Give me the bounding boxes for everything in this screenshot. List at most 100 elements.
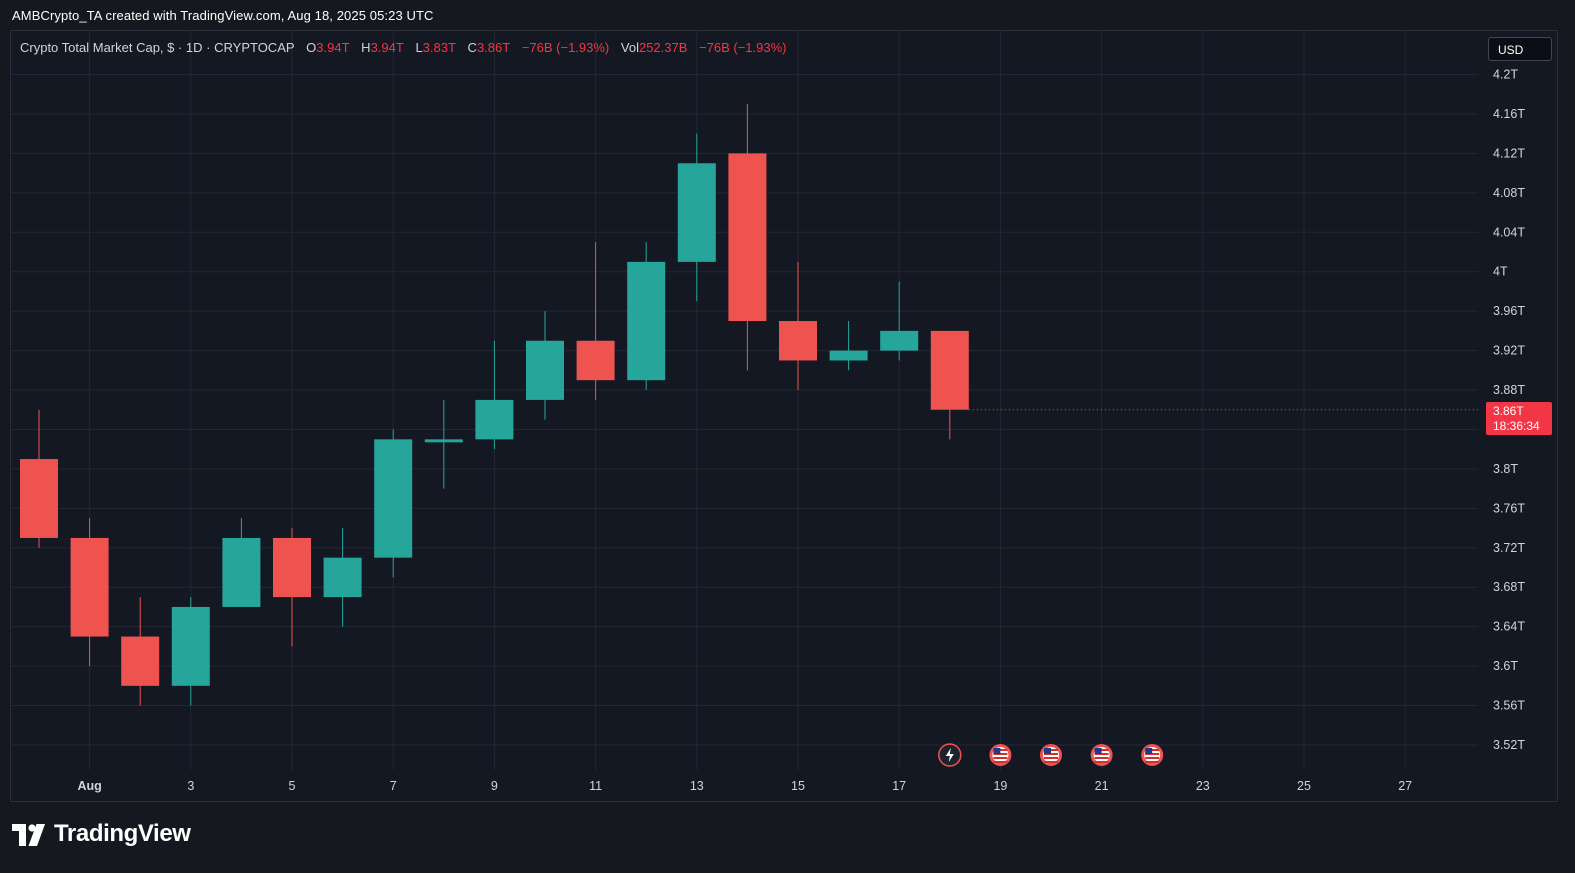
candle-body — [323, 557, 362, 598]
time-tick-label: 23 — [1196, 779, 1210, 793]
candle-body — [880, 330, 919, 351]
chart-legend: Crypto Total Market Cap, $ · 1D · CRYPTO… — [20, 40, 786, 55]
price-tick-label: 3.72T — [1493, 541, 1525, 555]
candle-body — [424, 439, 463, 443]
candle — [880, 281, 919, 361]
candle — [424, 399, 463, 489]
price-tick-label: 3.6T — [1493, 659, 1518, 673]
candle — [323, 528, 362, 627]
candle — [829, 321, 868, 371]
candle-body — [829, 350, 868, 361]
candle — [121, 597, 160, 706]
price-tick-label: 4.04T — [1493, 225, 1525, 239]
candle — [728, 104, 767, 371]
legend-low-label: L — [415, 40, 423, 55]
last-price-tag: 3.86T 18:36:34 — [1486, 402, 1552, 435]
candle-body — [930, 330, 969, 410]
bar-countdown: 18:36:34 — [1493, 419, 1540, 433]
price-tick-label: 4T — [1493, 265, 1508, 279]
price-tick-label: 4.2T — [1493, 68, 1518, 82]
price-tick-label: 4.12T — [1493, 146, 1525, 160]
chart-area[interactable] — [10, 30, 1558, 802]
candle — [930, 330, 969, 440]
time-tick-label: 5 — [289, 779, 296, 793]
candle-body — [70, 537, 109, 637]
legend-high-value: 3.94T — [370, 40, 404, 55]
time-tick-label: 27 — [1398, 779, 1412, 793]
candle-body — [526, 340, 564, 400]
candle — [273, 528, 311, 647]
time-tick-label: 21 — [1095, 779, 1109, 793]
legend-vol-label: Vol — [620, 40, 639, 55]
legend-vol-value: 252.37B — [638, 40, 688, 55]
us-flag-icon[interactable] — [1090, 744, 1113, 766]
candle-body — [627, 261, 666, 381]
price-tick-label: 3.56T — [1493, 699, 1525, 713]
candle-body — [677, 163, 716, 262]
candle-body — [222, 537, 261, 607]
candle — [222, 518, 261, 607]
legend-symbol[interactable]: Crypto Total Market Cap, $ · 1D · CRYPTO… — [20, 40, 295, 55]
brand-name: TradingView — [54, 820, 191, 847]
time-tick-label: 9 — [491, 779, 498, 793]
candle — [526, 311, 564, 420]
price-tick-label: 3.92T — [1493, 344, 1525, 358]
price-tick-label: 3.52T — [1493, 738, 1525, 752]
candle-body — [475, 399, 514, 440]
candles — [20, 104, 969, 706]
time-tick-label: 13 — [690, 779, 704, 793]
legend-open-label: O — [306, 40, 317, 55]
time-tick-label: Aug — [77, 779, 101, 793]
last-price: 3.86T — [1493, 404, 1524, 418]
price-tick-label: 3.8T — [1493, 462, 1518, 476]
us-flag-icon[interactable] — [1141, 744, 1164, 766]
time-tick-label: 3 — [187, 779, 194, 793]
candle — [677, 133, 716, 302]
candle-body — [576, 340, 615, 381]
legend-open-value: 3.94T — [316, 40, 350, 55]
legend-high-label: H — [361, 40, 371, 55]
event-markers — [938, 743, 1164, 767]
candle — [70, 518, 109, 667]
candle-body — [171, 606, 210, 686]
chart-credit: AMBCrypto_TA created with TradingView.co… — [12, 8, 434, 23]
legend-close-value: 3.86T — [476, 40, 511, 55]
time-tick-label: 19 — [993, 779, 1007, 793]
price-tick-label: 3.68T — [1493, 580, 1525, 594]
legend-close-label: C — [467, 40, 477, 55]
time-tick-label: 25 — [1297, 779, 1311, 793]
price-tick-label: 3.76T — [1493, 501, 1525, 515]
currency-button[interactable]: USD — [1488, 37, 1552, 61]
candle — [475, 340, 514, 450]
candle — [576, 242, 615, 400]
time-axis: Aug 3 5 7 9 11 13 15 17 19 21 23 25 27 — [77, 779, 1412, 793]
price-tick-label: 4.08T — [1493, 186, 1525, 200]
us-flag-icon[interactable] — [989, 744, 1012, 766]
us-flag-icon[interactable] — [1040, 744, 1062, 766]
price-tick-label: 4.16T — [1493, 107, 1525, 121]
candle — [171, 597, 210, 706]
legend-vol-change: −76B (−1.93%) — [699, 40, 787, 55]
candle — [374, 429, 413, 578]
time-tick-label: 11 — [589, 779, 602, 793]
candle-body — [374, 439, 413, 558]
price-tick-label: 3.96T — [1493, 304, 1525, 318]
candle-body — [779, 321, 817, 361]
candle — [779, 261, 817, 391]
price-tick-label: 3.64T — [1493, 620, 1525, 634]
time-tick-label: 7 — [390, 779, 397, 793]
candle-body — [121, 636, 160, 686]
grid-lines — [11, 31, 1478, 770]
flash-icon[interactable] — [938, 743, 962, 767]
price-axis: 3.52T 3.56T 3.6T 3.64T 3.68T 3.72T 3.76T 3.8T 3.… — [1493, 68, 1525, 752]
candle-body — [728, 153, 767, 322]
candle-body — [20, 459, 58, 538]
candle — [627, 242, 666, 391]
time-tick-label: 17 — [892, 779, 906, 793]
tradingview-logo-icon — [12, 824, 45, 846]
candle — [20, 409, 58, 548]
time-tick-label: 15 — [791, 779, 805, 793]
legend-change: −76B (−1.93%) — [521, 40, 610, 55]
price-tick-label: 3.88T — [1493, 383, 1525, 397]
